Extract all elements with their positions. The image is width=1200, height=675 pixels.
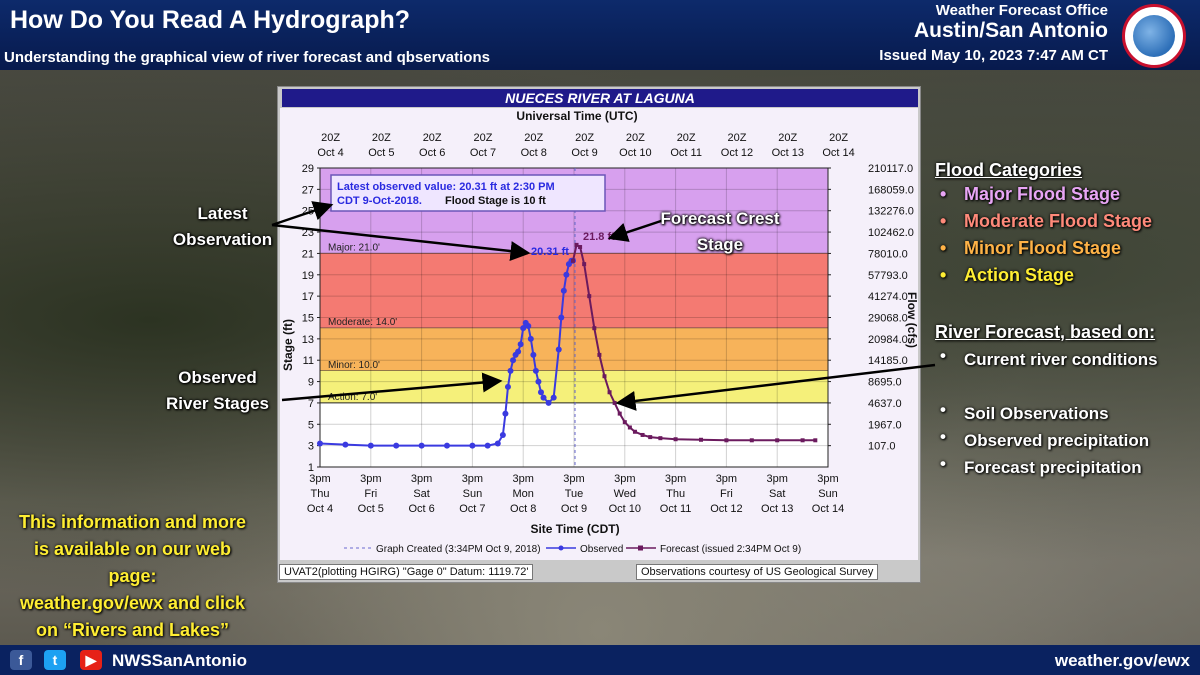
chart-footer-credit: Observations courtesy of US Geological S…	[636, 564, 879, 580]
flood-categories-heading: Flood Categories	[935, 160, 1083, 180]
bullet-dot-icon: •	[940, 346, 946, 365]
forecast-heading: River Forecast, based on:	[935, 322, 1156, 342]
nws-logo	[1122, 4, 1186, 68]
bullet-dot-icon: •	[940, 238, 947, 258]
nws-logo-icon	[1133, 15, 1175, 57]
forecast-bullet-text: Forecast precipitation	[964, 458, 1142, 477]
info-text: This information and more is available o…	[0, 509, 265, 644]
info-line: This information and more	[18, 512, 246, 532]
info-line: on “Rivers and Lakes”	[35, 620, 230, 640]
issued-date: Issued May 10, 2023 7:47 AM CT	[879, 47, 1108, 64]
plot-background	[280, 108, 918, 560]
forecast-bullet-text: Current river conditions	[964, 350, 1158, 369]
office-label: Weather Forecast Office	[935, 2, 1108, 19]
bullet-dot-icon: •	[940, 211, 947, 231]
page-subtitle: Understanding the graphical view of rive…	[4, 49, 490, 66]
flood-category-label: Major Flood Stage	[964, 184, 1121, 204]
youtube-icon[interactable]: ▶	[80, 650, 102, 670]
header-bar: How Do You Read A Hydrograph? Understand…	[0, 0, 1200, 70]
twitter-icon[interactable]: t	[44, 650, 66, 670]
info-line: weather.gov/ewx and click	[19, 593, 246, 613]
website-link[interactable]: weather.gov/ewx	[1054, 651, 1190, 670]
forecast-bullet-text: Observed precipitation	[964, 431, 1150, 450]
chart-footer-datum: UVAT2(plotting HGIRG) "Gage 0" Datum: 11…	[279, 564, 534, 580]
flood-category-label: Moderate Flood Stage	[964, 211, 1153, 231]
bullet-dot-icon: •	[940, 265, 947, 285]
bullet-dot-icon: •	[940, 400, 946, 419]
annotation-observed-stages: Observed River Stages	[166, 368, 269, 413]
annotation-forecast-crest: Forecast Crest Stage	[660, 209, 780, 254]
chart-title: NUECES RIVER AT LAGUNA	[282, 89, 918, 107]
bullet-dot-icon: •	[940, 454, 946, 473]
footer-bar: f t ▶ NWSSanAntonio weather.gov/ewx	[0, 645, 1200, 675]
bullet-dot-icon: •	[940, 184, 947, 204]
facebook-icon[interactable]: f	[10, 650, 32, 670]
info-line: page:	[108, 566, 157, 586]
city-label: Austin/San Antonio	[913, 19, 1108, 42]
social-handle[interactable]: NWSSanAntonio	[112, 651, 248, 670]
flood-category-label: Minor Flood Stage	[964, 238, 1121, 258]
info-line: is available on our web	[33, 539, 232, 559]
forecast-bullet-text: Soil Observations	[964, 404, 1109, 423]
page-title: How Do You Read A Hydrograph?	[10, 6, 411, 34]
bullet-dot-icon: •	[940, 427, 946, 446]
annotation-latest-observation: Latest Observation	[172, 204, 273, 249]
flood-category-label: Action Stage	[964, 265, 1075, 285]
